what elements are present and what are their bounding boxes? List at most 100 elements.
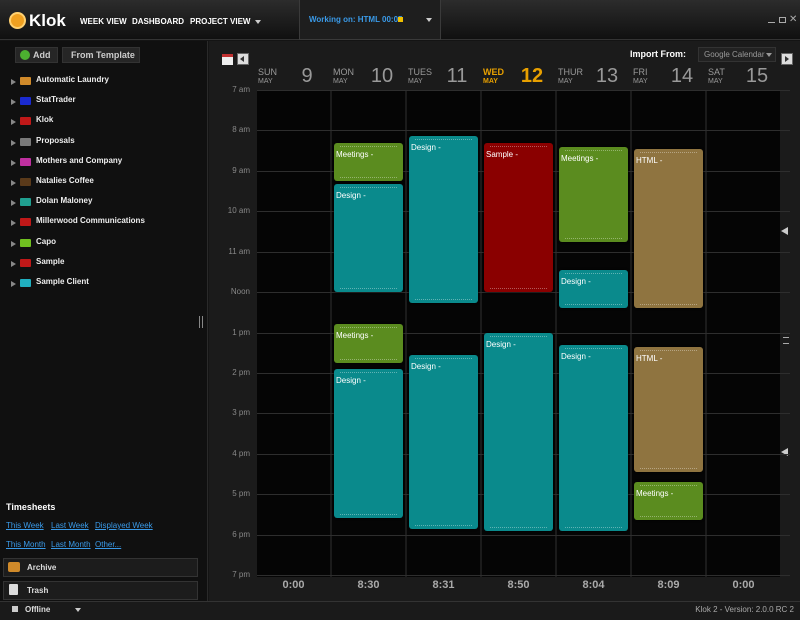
event[interactable] bbox=[634, 148, 703, 309]
event-dots bbox=[340, 288, 397, 290]
expand-arrow[interactable] bbox=[11, 139, 16, 146]
day-date: 13 bbox=[595, 65, 619, 87]
project-name[interactable]: StatTrader bbox=[36, 95, 76, 105]
expand-arrow[interactable] bbox=[11, 180, 16, 186]
project-name[interactable]: Automatic Laundry bbox=[36, 75, 109, 84]
add-label: Add bbox=[33, 50, 51, 60]
project-icon bbox=[20, 77, 31, 85]
close[interactable]: ✕ bbox=[789, 14, 798, 25]
expand-arrow[interactable] bbox=[11, 260, 16, 267]
day-name: SUN bbox=[258, 67, 278, 77]
timesheet-link[interactable]: This Month bbox=[6, 540, 46, 549]
nav-item[interactable]: DASHBOARD bbox=[132, 17, 184, 26]
timesheet-link[interactable]: Last Month bbox=[51, 540, 91, 549]
timesheet-link[interactable]: Last Week bbox=[51, 521, 89, 530]
project-name[interactable]: Sample bbox=[36, 256, 65, 266]
event-dots bbox=[340, 176, 397, 178]
project-name[interactable]: Dolan Maloney bbox=[36, 196, 93, 206]
hour-label: 2 pm bbox=[232, 367, 250, 377]
event-label: Design - bbox=[411, 143, 441, 153]
event[interactable] bbox=[559, 344, 628, 531]
event-dots bbox=[340, 327, 397, 329]
hour-label: 6 pm bbox=[232, 529, 250, 539]
project-name[interactable]: Klok bbox=[36, 115, 54, 125]
event-dots bbox=[340, 358, 397, 360]
calendar-icon[interactable] bbox=[222, 54, 233, 65]
event-dots bbox=[490, 526, 547, 528]
sidebar-grip[interactable] bbox=[199, 316, 203, 328]
event-dots bbox=[565, 237, 622, 239]
working-dropdown[interactable] bbox=[426, 18, 432, 22]
day-total: 8:50 bbox=[507, 579, 530, 591]
working-on[interactable]: Working on: HTML 00:05 bbox=[309, 15, 403, 24]
archive-icon bbox=[8, 562, 20, 572]
project-icon bbox=[20, 198, 31, 207]
day-name: WED bbox=[483, 67, 504, 77]
project-name[interactable]: Mothers and Company bbox=[36, 155, 123, 165]
status-icon bbox=[12, 606, 18, 612]
event-label: Sample - bbox=[486, 149, 519, 159]
nav-item[interactable]: PROJECT VIEW bbox=[190, 17, 251, 26]
sidebar bbox=[0, 41, 208, 601]
event[interactable] bbox=[409, 354, 478, 529]
nav-item[interactable]: WEEK VIEW bbox=[80, 17, 127, 26]
import-arrow bbox=[766, 53, 772, 57]
timesheet-link[interactable]: Displayed Week bbox=[95, 521, 153, 530]
nav-dropdown[interactable] bbox=[255, 20, 261, 24]
event[interactable] bbox=[334, 368, 403, 519]
trash-bar[interactable] bbox=[3, 581, 198, 600]
status-dropdown[interactable] bbox=[75, 608, 81, 612]
event[interactable] bbox=[334, 142, 403, 181]
project-name[interactable]: Natalies Coffee bbox=[36, 176, 94, 185]
event[interactable] bbox=[634, 482, 703, 521]
event[interactable] bbox=[559, 269, 628, 309]
day-total: 0:00 bbox=[282, 579, 305, 591]
status-mode[interactable]: Offline bbox=[25, 605, 51, 614]
expand-arrow[interactable] bbox=[11, 281, 16, 287]
hour-label: 3 pm bbox=[232, 408, 250, 418]
event[interactable] bbox=[334, 184, 403, 293]
expand-arrow[interactable] bbox=[11, 159, 16, 166]
event[interactable] bbox=[484, 142, 553, 293]
event[interactable] bbox=[559, 146, 628, 242]
event-dots bbox=[565, 347, 622, 349]
day-date: 9 bbox=[301, 65, 313, 87]
event[interactable] bbox=[409, 136, 478, 303]
event-dots bbox=[565, 304, 622, 306]
expand-arrow[interactable] bbox=[11, 220, 16, 227]
hour-label: 11 am bbox=[228, 246, 250, 256]
scroll-strip bbox=[785, 90, 800, 580]
day-month: MAY bbox=[483, 78, 498, 85]
import-label: Import From: bbox=[630, 49, 686, 59]
expand-arrow[interactable] bbox=[11, 200, 16, 207]
event-label: Meetings - bbox=[561, 153, 599, 163]
project-name[interactable]: Proposals bbox=[36, 135, 75, 145]
expand-arrow[interactable] bbox=[11, 240, 16, 247]
event-dots bbox=[640, 151, 697, 153]
archive-bar[interactable] bbox=[3, 558, 198, 577]
expand-arrow[interactable] bbox=[11, 99, 16, 106]
expand-arrow[interactable] bbox=[11, 119, 16, 126]
project-icon bbox=[20, 258, 31, 267]
project-icon bbox=[20, 178, 31, 186]
event[interactable] bbox=[334, 324, 403, 363]
maximize[interactable] bbox=[779, 17, 786, 23]
event-dots bbox=[340, 371, 397, 373]
event-label: Design - bbox=[486, 339, 516, 349]
event[interactable] bbox=[634, 346, 703, 472]
scroll-grip[interactable] bbox=[783, 337, 789, 344]
timesheet-link[interactable]: This Week bbox=[6, 521, 44, 530]
minimize[interactable] bbox=[768, 22, 775, 23]
project-name[interactable]: Sample Client bbox=[36, 277, 89, 286]
event[interactable] bbox=[484, 332, 553, 531]
timesheet-link[interactable]: Other... bbox=[95, 540, 122, 549]
project-name[interactable]: Millerwood Communications bbox=[36, 216, 145, 226]
scroll-marker[interactable] bbox=[781, 448, 788, 456]
scroll-marker[interactable] bbox=[781, 227, 788, 235]
expand-arrow[interactable] bbox=[11, 79, 16, 85]
template-button[interactable] bbox=[62, 47, 140, 63]
event-dots bbox=[340, 187, 397, 189]
project-name[interactable]: Capo bbox=[36, 236, 56, 246]
next-arrow bbox=[785, 56, 789, 62]
import-dropdown[interactable] bbox=[698, 47, 776, 62]
